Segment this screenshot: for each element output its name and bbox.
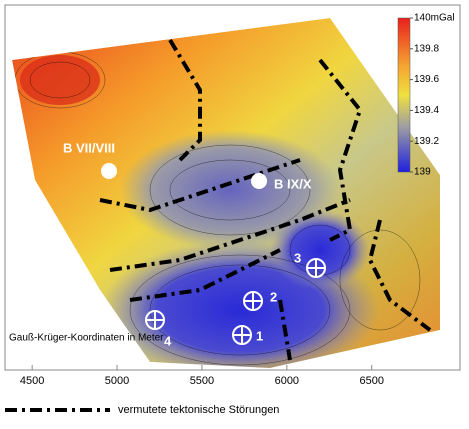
colorbar-label: 139.4 xyxy=(414,105,439,116)
x-tick-label: 5500 xyxy=(190,375,214,387)
well-label: B IX/X xyxy=(274,176,312,191)
colorbar-label: 139 xyxy=(414,167,431,178)
point-label: 1 xyxy=(256,328,263,343)
colorbar-label: 140mGal xyxy=(414,13,455,24)
colorbar-label: 139.6 xyxy=(414,74,439,85)
point-label: 4 xyxy=(164,333,172,348)
well-label: B VII/VIII xyxy=(63,140,115,155)
legend-label: vermutete tektonische Störungen xyxy=(118,404,279,416)
point-label: 3 xyxy=(294,250,301,265)
point-label: 2 xyxy=(270,289,277,304)
well-marker xyxy=(101,163,117,179)
well-marker xyxy=(251,173,267,189)
x-tick-label: 6000 xyxy=(275,375,299,387)
x-tick-label: 4500 xyxy=(20,375,44,387)
colorbar-label: 139.2 xyxy=(414,136,439,147)
x-tick-label: 5000 xyxy=(105,375,129,387)
colorbar xyxy=(397,17,411,173)
coord-note: Gauß-Krüger-Koordinaten in Meter xyxy=(9,333,164,344)
x-tick-label: 6500 xyxy=(359,375,383,387)
colorbar-label: 139.8 xyxy=(414,43,439,54)
point-markers xyxy=(145,258,326,345)
